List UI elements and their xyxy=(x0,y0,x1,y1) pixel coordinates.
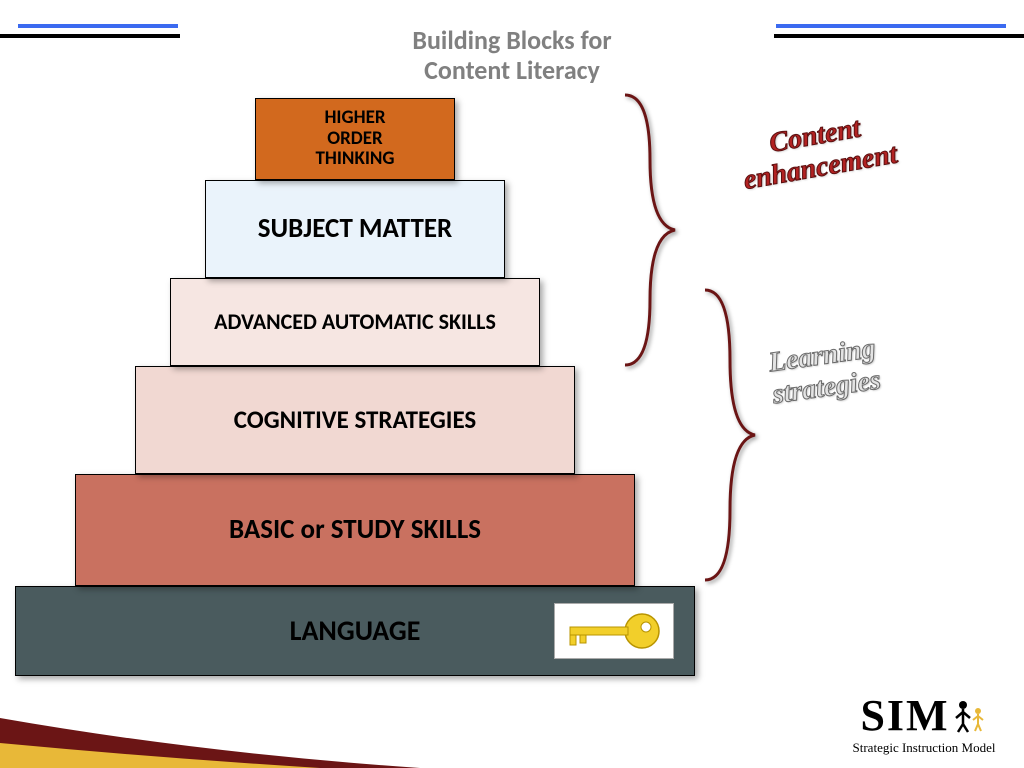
title-line2: Content Literacy xyxy=(424,54,600,86)
logo-text: SIM xyxy=(860,691,949,740)
pyramid-block-3: COGNITIVE STRATEGIES xyxy=(135,366,575,474)
pyramid-block-4: BASIC or STUDY SKILLS xyxy=(75,474,635,586)
logo-subtitle: Strategic Instruction Model xyxy=(844,740,1004,756)
pyramid-block-5: LANGUAGE xyxy=(15,586,695,676)
page-title: Building Blocks for Content Literacy xyxy=(0,26,1024,86)
pyramid-block-1: SUBJECT MATTER xyxy=(205,180,505,278)
logo-figures-icon xyxy=(952,698,988,734)
swoosh-decoration xyxy=(0,698,420,768)
pyramid-block-2: ADVANCED AUTOMATIC SKILLS xyxy=(170,278,540,366)
logo: SIM Strategic Instruction Model xyxy=(844,694,1004,756)
key-icon xyxy=(554,603,674,659)
pyramid-block-0: HIGHER ORDER THINKING xyxy=(255,98,455,180)
title-line1: Building Blocks for xyxy=(412,24,611,56)
